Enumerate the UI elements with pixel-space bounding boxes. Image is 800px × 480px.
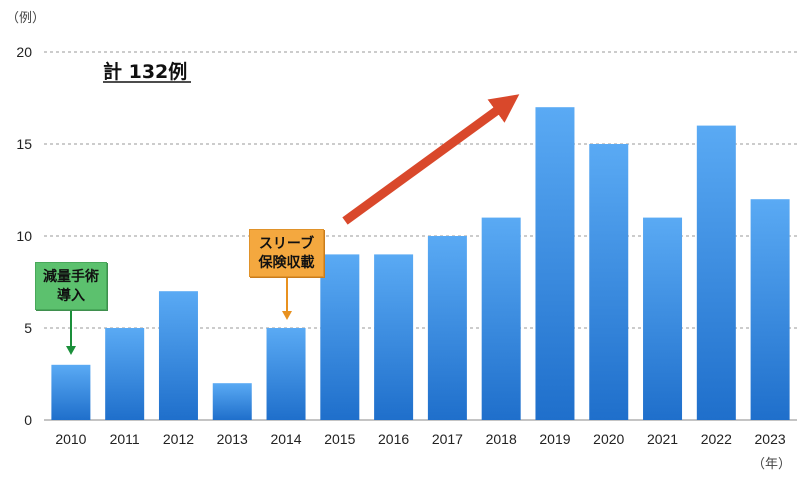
x-tick-label: 2015 xyxy=(324,431,355,447)
y-tick-label: 15 xyxy=(16,136,32,152)
bar xyxy=(750,199,790,420)
bar xyxy=(481,217,521,420)
annotation-surgery-introduction: 減量手術 導入 xyxy=(35,262,107,310)
gridlines xyxy=(44,51,797,421)
x-tick-label: 2013 xyxy=(217,431,248,447)
bars xyxy=(51,107,790,420)
y-axis-ticks: 0 5 10 15 20 xyxy=(16,44,32,428)
x-tick-label: 2020 xyxy=(593,431,624,447)
x-unit-label: （年） xyxy=(752,457,791,472)
bar xyxy=(212,383,252,420)
bar xyxy=(105,328,145,420)
bar xyxy=(320,254,360,420)
bar xyxy=(158,291,198,420)
bar xyxy=(427,236,467,420)
y-unit-label: （例） xyxy=(6,11,45,26)
x-tick-label: 2011 xyxy=(110,431,140,447)
bar xyxy=(51,364,91,420)
orange-pointer-arrow-head xyxy=(282,311,292,320)
bar xyxy=(266,328,306,420)
x-tick-label: 2016 xyxy=(378,431,409,447)
annotation-sleeve-insurance: スリーブ 保険収載 xyxy=(249,229,324,277)
green-pointer-arrow-head xyxy=(66,346,76,355)
x-tick-label: 2010 xyxy=(55,431,86,447)
x-tick-label: 2017 xyxy=(432,431,463,447)
bar xyxy=(535,107,575,420)
x-tick-label: 2022 xyxy=(701,431,732,447)
y-tick-label: 5 xyxy=(24,320,32,336)
x-tick-label: 2014 xyxy=(270,431,301,447)
bar xyxy=(696,125,736,420)
bar xyxy=(374,254,414,420)
x-tick-label: 2019 xyxy=(539,431,570,447)
x-tick-label: 2023 xyxy=(755,431,786,447)
x-tick-label: 2012 xyxy=(163,431,194,447)
y-tick-label: 10 xyxy=(16,228,32,244)
x-tick-label: 2021 xyxy=(647,431,678,447)
y-tick-label: 20 xyxy=(16,44,32,60)
y-tick-label: 0 xyxy=(24,412,32,428)
trend-arrow xyxy=(342,94,520,225)
bar xyxy=(589,144,629,420)
bar xyxy=(643,217,683,420)
total-count-label: 計 132例 xyxy=(103,60,187,83)
x-tick-label: 2018 xyxy=(486,431,517,447)
x-axis-ticks: 2010 2011 2012 2013 2014 2015 2016 2017 2018 2019… xyxy=(55,431,786,447)
